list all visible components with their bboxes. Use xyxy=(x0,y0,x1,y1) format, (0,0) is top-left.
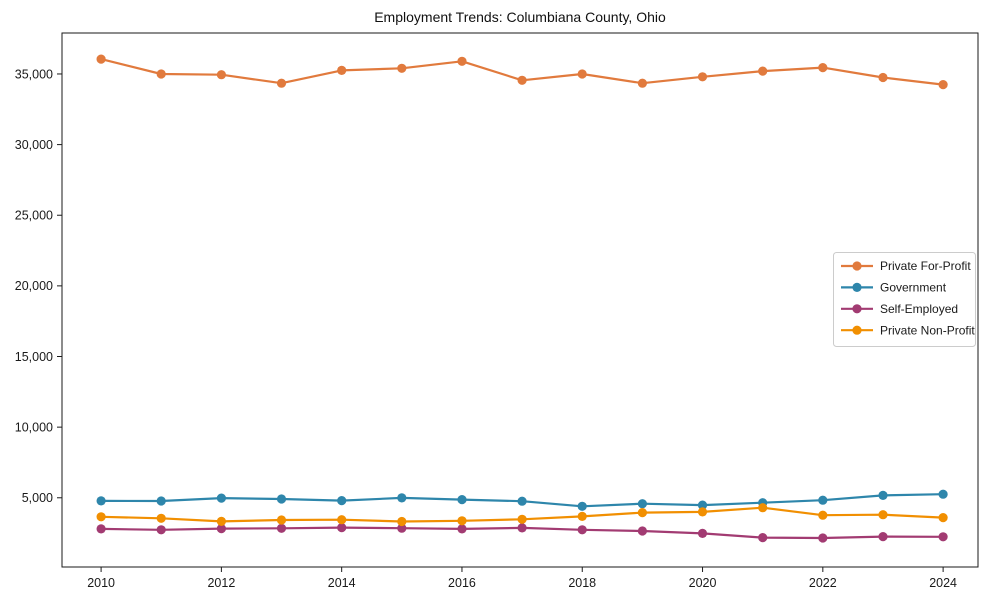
data-point-marker xyxy=(697,500,708,510)
series-self-employed xyxy=(96,523,948,543)
legend-item: Government xyxy=(841,281,947,295)
data-point-marker xyxy=(96,54,106,64)
data-point-marker xyxy=(276,515,287,525)
legend-marker xyxy=(852,325,862,335)
data-point-marker xyxy=(156,513,166,523)
data-point-marker xyxy=(818,533,828,543)
series-government xyxy=(96,489,948,511)
legend-label: Private For-Profit xyxy=(880,259,971,273)
data-point-marker xyxy=(818,63,828,73)
axes: 5,000 10,000 15,000 20,000 25,000 30,000 35,00… xyxy=(15,32,979,590)
y-tick-label: 15,000 xyxy=(15,350,53,364)
series-private-for-profit xyxy=(96,54,948,90)
data-point-marker xyxy=(397,493,407,503)
data-point-marker xyxy=(457,56,467,66)
data-point-marker xyxy=(697,507,708,517)
x-tick-label: 2024 xyxy=(929,576,957,590)
data-point-marker xyxy=(577,69,587,79)
data-point-marker xyxy=(517,514,527,524)
legend-item: Self-Employed xyxy=(841,302,958,316)
legend-label: Self-Employed xyxy=(880,302,958,316)
data-point-marker xyxy=(517,75,527,85)
x-tick-label: 2022 xyxy=(809,576,837,590)
data-point-marker xyxy=(216,516,226,527)
x-tick-label: 2018 xyxy=(568,576,596,590)
data-point-marker xyxy=(938,80,948,90)
y-tick-label: 30,000 xyxy=(15,138,53,152)
data-point-marker xyxy=(216,493,226,503)
data-point-marker xyxy=(938,513,948,523)
data-point-marker xyxy=(878,510,888,520)
data-point-marker xyxy=(758,503,768,513)
data-point-marker xyxy=(637,499,648,509)
data-point-marker xyxy=(337,523,347,533)
data-point-marker xyxy=(938,489,948,499)
data-point-marker xyxy=(337,515,347,525)
data-point-marker xyxy=(457,495,467,505)
y-tick-label: 35,000 xyxy=(15,67,53,81)
data-point-marker xyxy=(276,494,287,504)
y-tick-label: 5,000 xyxy=(22,491,53,505)
plot-area xyxy=(96,54,948,543)
data-point-marker xyxy=(156,69,166,79)
data-point-marker xyxy=(276,78,287,88)
data-point-marker xyxy=(156,496,166,506)
data-point-marker xyxy=(637,526,648,536)
legend-marker xyxy=(852,304,862,314)
x-tick-label: 2016 xyxy=(448,576,476,590)
data-point-marker xyxy=(878,490,888,500)
data-point-marker xyxy=(156,525,166,535)
legend-item: Private Non-Profit xyxy=(841,323,975,337)
data-point-marker xyxy=(818,495,828,505)
data-point-marker xyxy=(697,72,708,82)
data-point-marker xyxy=(878,72,888,83)
data-point-marker xyxy=(457,516,467,526)
data-point-marker xyxy=(637,78,648,88)
data-point-marker xyxy=(758,66,768,76)
data-point-marker xyxy=(758,533,768,543)
y-tick-label: 10,000 xyxy=(15,420,53,434)
data-point-marker xyxy=(276,523,287,533)
series-private-non-profit xyxy=(96,503,948,527)
data-point-marker xyxy=(96,496,106,506)
data-point-marker xyxy=(96,512,106,522)
x-tick-label: 2020 xyxy=(689,576,717,590)
legend-box xyxy=(833,252,976,347)
data-point-marker xyxy=(397,516,407,527)
x-tick-label: 2014 xyxy=(328,576,356,590)
data-point-marker xyxy=(216,524,226,534)
data-point-marker xyxy=(216,70,226,80)
data-point-marker xyxy=(878,532,888,542)
plot-border xyxy=(61,32,979,568)
data-point-marker xyxy=(457,524,467,534)
data-point-marker xyxy=(397,523,407,533)
data-point-marker xyxy=(637,507,648,518)
data-point-marker xyxy=(577,525,587,535)
data-point-marker xyxy=(337,65,347,75)
x-tick-label: 2012 xyxy=(207,576,235,590)
legend-marker xyxy=(852,282,862,292)
legend-label: Private Non-Profit xyxy=(880,323,975,337)
data-point-marker xyxy=(337,496,347,506)
data-point-marker xyxy=(577,501,587,511)
x-tick-label: 2010 xyxy=(87,576,115,590)
legend-marker xyxy=(852,261,862,271)
legend: Private For-Profit Government Self-Employe… xyxy=(833,252,976,347)
data-point-marker xyxy=(517,523,527,533)
chart-title: Employment Trends: Columbiana County, Oh… xyxy=(374,9,666,25)
y-tick-label: 20,000 xyxy=(15,279,53,293)
legend-label: Government xyxy=(880,281,947,295)
legend-item: Private For-Profit xyxy=(841,259,971,273)
data-point-marker xyxy=(397,63,407,73)
data-point-marker xyxy=(96,524,106,534)
data-point-marker xyxy=(577,511,587,521)
y-tick-label: 25,000 xyxy=(15,209,53,223)
data-point-marker xyxy=(697,528,708,539)
data-point-marker xyxy=(517,496,527,506)
data-point-marker xyxy=(818,510,828,520)
data-point-marker xyxy=(938,532,948,542)
